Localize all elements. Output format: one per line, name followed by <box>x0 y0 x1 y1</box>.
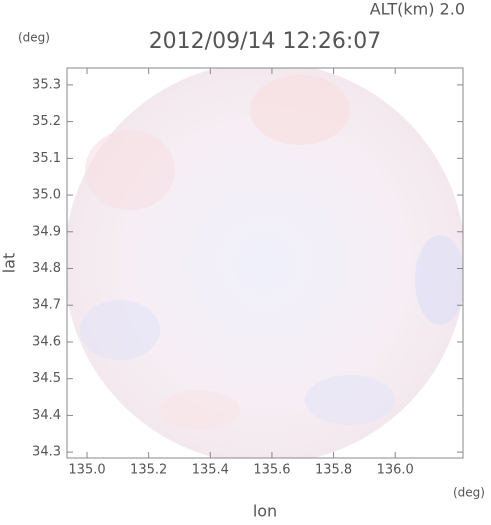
x-tick-label: 135.0 <box>68 463 105 478</box>
y-unit: (deg) <box>18 31 50 45</box>
y-tick-label: 34.4 <box>32 408 61 423</box>
radar-field <box>67 68 463 458</box>
plot-frame <box>66 67 464 459</box>
x-unit: (deg) <box>453 486 485 500</box>
y-tick-label: 34.7 <box>32 298 61 313</box>
y-axis-label: lat <box>0 253 19 274</box>
x-tick-label: 135.6 <box>253 463 290 478</box>
y-tick-label: 34.3 <box>32 445 61 460</box>
x-axis-label: lon <box>253 502 277 521</box>
altitude: ALT(km) 2.0 <box>370 0 465 19</box>
x-tick-label: 135.4 <box>192 463 229 478</box>
y-tick-label: 35.3 <box>32 77 61 92</box>
y-tick-label: 34.6 <box>32 334 61 349</box>
y-tick-label: 35.1 <box>32 151 61 166</box>
x-tick-label: 136.0 <box>377 463 414 478</box>
chart-title: 2012/09/14 12:26:07 <box>149 29 382 54</box>
y-tick-label: 34.9 <box>32 224 61 239</box>
x-tick-label: 135.8 <box>315 463 352 478</box>
y-tick-label: 34.8 <box>32 261 61 276</box>
x-tick-label: 135.2 <box>130 463 167 478</box>
y-tick-label: 34.5 <box>32 371 61 386</box>
y-tick-label: 35.2 <box>32 114 61 129</box>
y-tick-label: 35.0 <box>32 188 61 203</box>
